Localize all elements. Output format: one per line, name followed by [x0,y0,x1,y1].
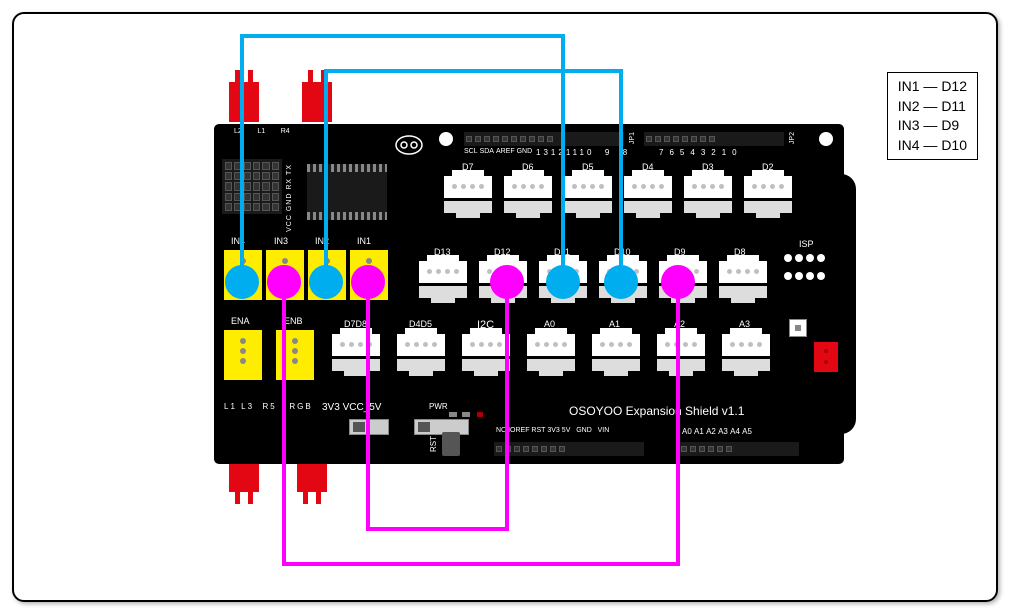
grove-connector [722,334,770,376]
legend-row: IN2 — D11 [898,97,967,117]
grove-connector [527,334,575,376]
legend-row: IN4 — D10 [898,136,967,156]
ic-chip [307,172,387,212]
led [477,412,483,417]
grove-connector [564,176,612,218]
grove-connector [479,261,527,303]
grove-connector [397,334,445,376]
grove-connector [504,176,552,218]
enable-connector [276,330,314,380]
input-label: IN3 [274,236,288,246]
reset-button [442,432,460,456]
input-connector [350,250,388,300]
red-connector-top-1 [229,82,259,122]
legend-row: IN3 — D9 [898,116,967,136]
gpio-header-block [222,159,282,214]
grove-connector [684,176,732,218]
mounting-hole [819,132,833,146]
pin-label: 76543210 [659,148,743,157]
input-label: IN1 [357,236,371,246]
legend-row: IN1 — D12 [898,77,967,97]
grove-connector [462,334,510,376]
pwr-label: PWR [429,402,448,411]
enable-label: ENA [231,316,250,326]
grove-connector [539,261,587,303]
board-edge [831,174,856,434]
grove-connector [744,176,792,218]
pin-label: 13121110 9 8 [536,148,630,157]
input-label: IN2 [315,236,329,246]
enable-connector [224,330,262,380]
grove-connector [599,261,647,303]
input-connector [308,250,346,300]
mounting-hole [439,132,453,146]
diagram-frame: SCL SDA AREF GND 13121110 9 8 76543210 J… [12,12,998,602]
grove-connector [332,334,380,376]
board-title: OSOYOO Expansion Shield v1.1 [569,404,744,418]
isp-label: ISP [799,239,814,249]
digital-pin-header-2 [644,132,784,146]
pin-label: A0 A1 A2 A3 A4 A5 [682,427,752,436]
jp1-label: JP1 [629,132,636,144]
resistor [462,412,470,417]
jp2-label: JP2 [789,132,796,144]
power-pin-header [494,442,644,456]
grove-connector [719,261,767,303]
side-label: VCC GND D2 D3 [202,159,209,229]
resistor [449,412,457,417]
voltage-switch [349,419,389,435]
grove-connector [657,334,705,376]
analog-pin-header [679,442,799,456]
enable-label: ENB [284,316,303,326]
grove-connector [444,176,492,218]
grove-connector [624,176,672,218]
grove-connector [419,261,467,303]
digital-pin-header-1 [464,132,624,146]
power-connector [814,342,838,372]
osoyoo-logo-icon [394,134,424,156]
input-label: IN4 [231,236,245,246]
expansion-board: SCL SDA AREF GND 13121110 9 8 76543210 J… [214,124,844,464]
small-component [789,319,807,337]
input-connector [266,250,304,300]
pin-label: SCL SDA AREF GND [464,148,532,155]
red-connector-top-2 [302,82,332,122]
grove-connector [592,334,640,376]
pin-mapping-legend: IN1 — D12 IN2 — D11 IN3 — D9 IN4 — D10 [887,72,978,160]
pin-label: NC IOREF RST 3V3 5V GND VIN [496,427,609,434]
input-connector [224,250,262,300]
side-label: VCC GND RX TX [286,164,293,232]
component-label: L2 L1 R4 [234,128,290,135]
power-label: 3V3 VCC_5V [322,402,381,413]
isp-header [784,254,824,286]
rst-label: RST [429,436,438,452]
component-label: L1 L3 R5 RGB [224,402,313,411]
grove-connector [659,261,707,303]
